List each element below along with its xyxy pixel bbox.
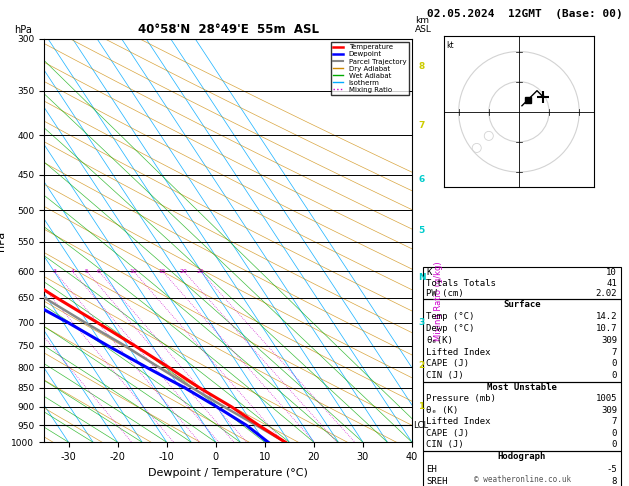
Text: 0: 0	[611, 440, 617, 449]
Text: 2.02: 2.02	[596, 289, 617, 298]
Text: CAPE (J): CAPE (J)	[426, 359, 469, 368]
Text: CIN (J): CIN (J)	[426, 371, 464, 380]
Y-axis label: hPa: hPa	[0, 230, 6, 251]
Text: CAPE (J): CAPE (J)	[426, 429, 469, 438]
Text: LCL: LCL	[413, 420, 428, 430]
Text: Mixing Ratio (g/kg): Mixing Ratio (g/kg)	[434, 261, 443, 341]
Text: θₑ (K): θₑ (K)	[426, 406, 459, 415]
Text: Temp (°C): Temp (°C)	[426, 312, 475, 321]
Text: 6: 6	[418, 175, 425, 184]
Text: 25: 25	[196, 269, 204, 275]
Text: 02.05.2024  12GMT  (Base: 00): 02.05.2024 12GMT (Base: 00)	[427, 9, 623, 19]
Text: 3: 3	[418, 318, 425, 327]
Text: Pressure (mb): Pressure (mb)	[426, 394, 496, 403]
X-axis label: Dewpoint / Temperature (°C): Dewpoint / Temperature (°C)	[148, 468, 308, 478]
Text: 7: 7	[611, 417, 617, 426]
Text: 14.2: 14.2	[596, 312, 617, 321]
Legend: Temperature, Dewpoint, Parcel Trajectory, Dry Adiabat, Wet Adiabat, Isotherm, Mi: Temperature, Dewpoint, Parcel Trajectory…	[331, 42, 408, 95]
Text: Lifted Index: Lifted Index	[426, 417, 491, 426]
Text: Surface: Surface	[503, 300, 540, 309]
Text: Most Unstable: Most Unstable	[487, 383, 557, 392]
Text: 0: 0	[611, 371, 617, 380]
Text: K: K	[426, 268, 432, 277]
Text: Lifted Index: Lifted Index	[426, 347, 491, 357]
Text: 20: 20	[180, 269, 187, 275]
Text: km
ASL: km ASL	[415, 16, 432, 34]
Text: N: N	[418, 273, 426, 282]
Text: 7: 7	[611, 347, 617, 357]
Text: 10.7: 10.7	[596, 324, 617, 333]
Text: PW (cm): PW (cm)	[426, 289, 464, 298]
Title: 40°58'N  28°49'E  55m  ASL: 40°58'N 28°49'E 55m ASL	[138, 23, 318, 36]
Text: 3: 3	[52, 269, 56, 275]
Text: 309: 309	[601, 406, 617, 415]
Text: 10: 10	[130, 269, 137, 275]
Text: CIN (J): CIN (J)	[426, 440, 464, 449]
Text: Dewp (°C): Dewp (°C)	[426, 324, 475, 333]
Text: 0: 0	[611, 429, 617, 438]
Text: 0: 0	[611, 359, 617, 368]
Text: © weatheronline.co.uk: © weatheronline.co.uk	[474, 474, 571, 484]
Text: 309: 309	[601, 336, 617, 345]
Text: 5: 5	[85, 269, 89, 275]
Text: 1005: 1005	[596, 394, 617, 403]
Text: Hodograph: Hodograph	[498, 452, 546, 461]
Text: 1: 1	[418, 402, 425, 411]
Text: 41: 41	[606, 278, 617, 288]
Text: 8: 8	[418, 62, 425, 71]
Text: θₑ(K): θₑ(K)	[426, 336, 454, 345]
Text: hPa: hPa	[14, 25, 33, 35]
Text: Totals Totals: Totals Totals	[426, 278, 496, 288]
Text: 8: 8	[611, 477, 617, 486]
Text: 2: 2	[418, 361, 425, 370]
Text: 6: 6	[97, 269, 101, 275]
Text: -5: -5	[606, 465, 617, 474]
Text: 15: 15	[159, 269, 166, 275]
Text: kt: kt	[447, 41, 454, 50]
Text: SREH: SREH	[426, 477, 448, 486]
Text: 7: 7	[418, 122, 425, 130]
Text: EH: EH	[426, 465, 437, 474]
Text: 4: 4	[70, 269, 74, 275]
Text: 10: 10	[606, 268, 617, 277]
Text: 5: 5	[418, 226, 425, 235]
